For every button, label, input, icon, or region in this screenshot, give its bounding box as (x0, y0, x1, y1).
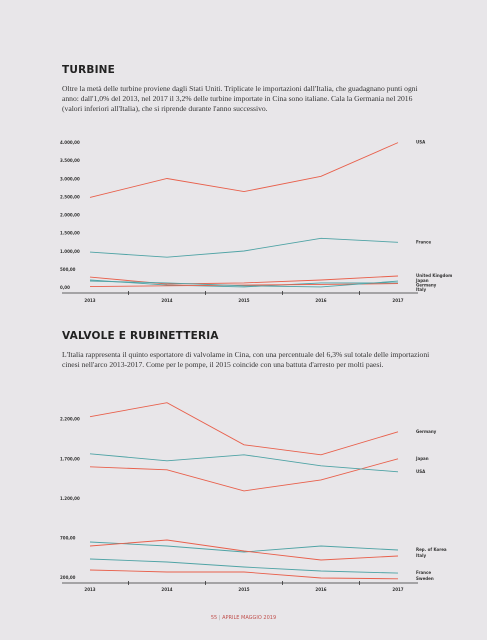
line (89, 569, 399, 580)
x-tick-label: 2013 (84, 298, 95, 303)
legend-label: Italy (416, 553, 426, 558)
line (89, 539, 399, 561)
y-tick-label: 2.200,00 (60, 417, 80, 422)
x-tick-label: 2013 (84, 587, 95, 592)
y-tick-label: 1.000,00 (60, 249, 80, 254)
issue: APRILE MAGGIO 2019 (222, 615, 277, 621)
y-tick-label: 700,00 (60, 535, 76, 540)
y-tick-label: 0,00 (60, 285, 70, 290)
line (89, 283, 399, 288)
section-title: TURBINE (62, 64, 116, 76)
y-tick-label: 2.000,00 (60, 213, 80, 218)
y-tick-label: 1.500,00 (60, 231, 80, 236)
x-tick-label: 2016 (315, 298, 326, 303)
line (89, 142, 399, 198)
y-tick-label: 4.000,00 (60, 140, 80, 145)
line (89, 453, 399, 473)
legend-label: USA (416, 469, 426, 474)
footer: 55 | APRILE MAGGIO 2019 (210, 615, 277, 621)
legend-label: United Kingdom (416, 273, 452, 278)
x-tick-label: 2015 (238, 587, 249, 592)
line (89, 541, 399, 553)
section-text: L'Italia rappresenta il quinto esportato… (62, 350, 430, 369)
legend-label: Italy (416, 287, 426, 292)
x-tick-label: 2014 (161, 298, 172, 303)
x-tick-label: 2014 (161, 587, 172, 592)
line (89, 275, 399, 285)
page-number: 55 (210, 615, 218, 621)
x-tick-label: 2017 (392, 298, 403, 303)
x-tick-label: 2015 (238, 298, 249, 303)
legend-label: France (416, 570, 431, 575)
legend-label: Germany (416, 429, 437, 434)
line (89, 458, 399, 492)
y-tick-label: 200,00 (60, 575, 76, 580)
legend-label: USA (416, 140, 426, 145)
line (89, 558, 399, 574)
section-text: Oltre la metà delle turbine proviene dag… (62, 84, 418, 113)
legend-label: Rep. of Korea (416, 547, 447, 552)
y-tick-label: 500,00 (60, 267, 76, 272)
legend-label: Germany (416, 283, 437, 288)
x-tick-label: 2016 (315, 587, 326, 592)
line (89, 402, 399, 456)
line (89, 237, 399, 258)
y-tick-label: 1.700,00 (60, 456, 80, 461)
legend-label: Japan (415, 278, 429, 283)
y-tick-label: 3.500,00 (60, 158, 80, 163)
x-tick-label: 2017 (392, 587, 403, 592)
legend-label: France (416, 239, 431, 244)
line (89, 279, 398, 288)
legend-label: Japan (415, 456, 429, 461)
y-tick-label: 3.000,00 (60, 176, 80, 181)
section-title: VALVOLE E RUBINETTERIA (62, 330, 219, 342)
legend-label: Sweden (416, 576, 434, 581)
line (89, 280, 399, 288)
y-tick-label: 1.200,00 (60, 496, 80, 501)
y-tick-label: 2.500,00 (60, 194, 80, 199)
